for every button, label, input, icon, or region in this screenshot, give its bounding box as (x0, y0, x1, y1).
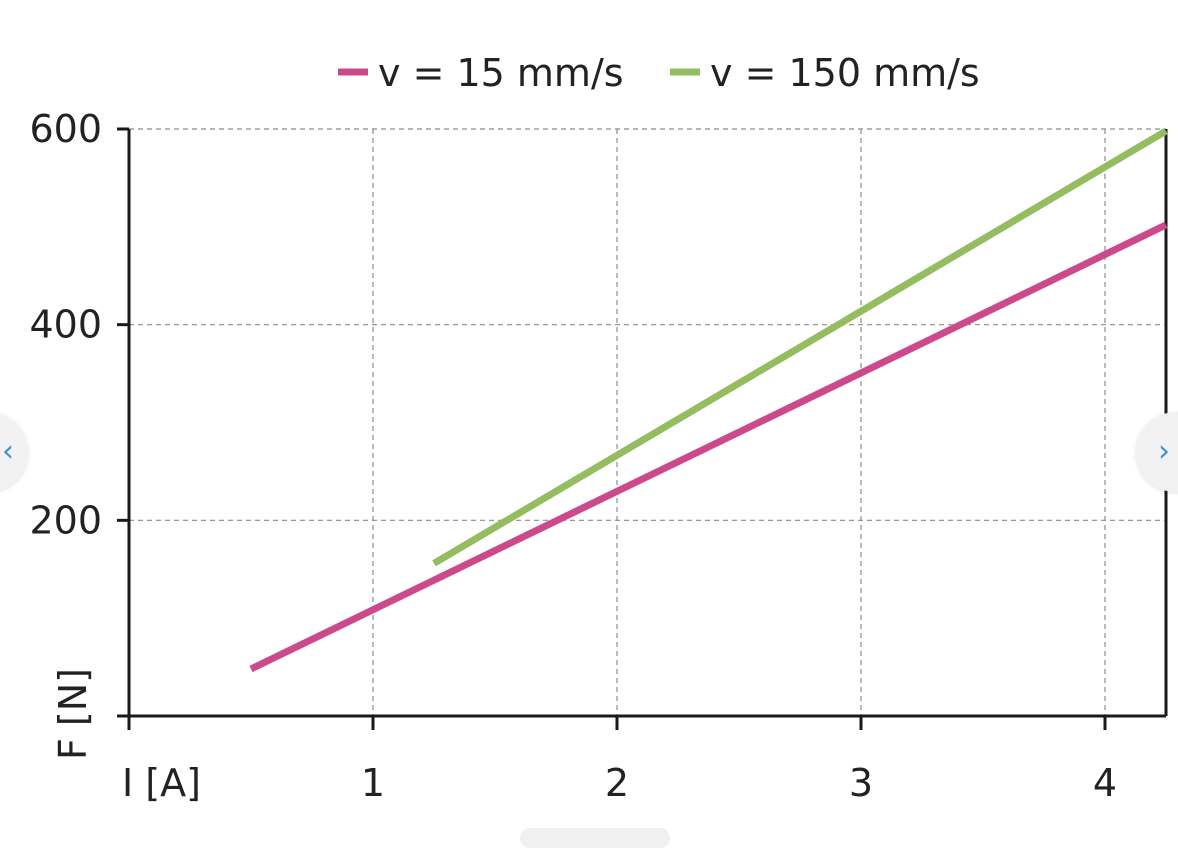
x-tick-label: 4 (1093, 761, 1117, 805)
axes (117, 127, 1166, 730)
bottom-handle (520, 828, 670, 848)
grid-lines (129, 128, 1168, 716)
chevron-left-icon: ‹ (2, 434, 14, 469)
y-tick-label: 600 (29, 107, 102, 151)
tick-labels: 200 400 600 1 2 3 4 (29, 107, 1117, 805)
x-tick-label: 1 (361, 761, 385, 805)
y-axis-label: F [N] (51, 668, 95, 760)
series-line-1 (249, 221, 1168, 673)
x-tick-label: 3 (849, 761, 873, 805)
previous-slide-button[interactable]: ‹ (0, 412, 28, 492)
chevron-right-icon: › (1158, 434, 1170, 469)
x-tick-label: 2 (605, 761, 629, 805)
x-axis-label: I [A] (122, 761, 201, 805)
legend-label-1: v = 15 mm/s (378, 51, 624, 95)
legend: v = 15 mm/s v = 150 mm/s (338, 51, 980, 95)
series-line-2 (432, 127, 1168, 567)
y-tick-label: 200 (29, 498, 102, 542)
y-tick-label: 400 (29, 303, 102, 347)
series-lines (249, 127, 1168, 673)
legend-label-2: v = 150 mm/s (710, 51, 980, 95)
